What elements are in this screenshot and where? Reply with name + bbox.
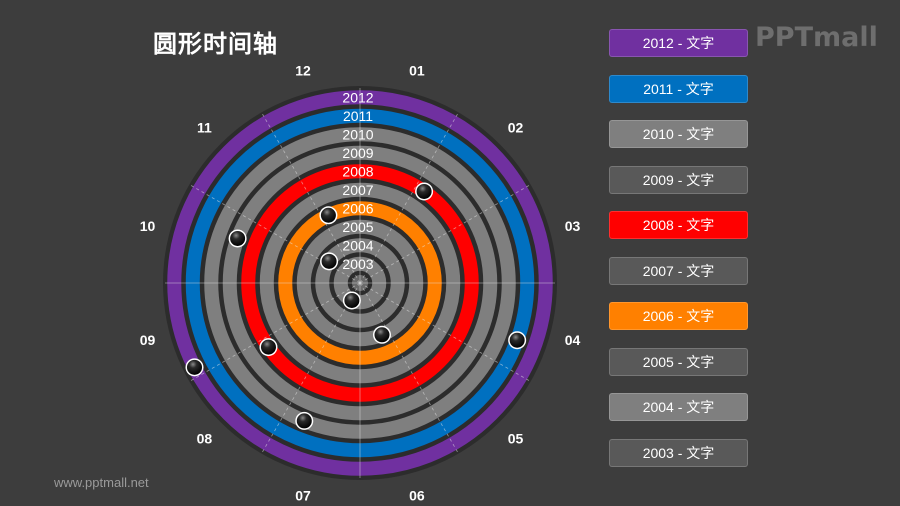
legend-item-2003[interactable]: 2003 - 文字 <box>609 438 748 467</box>
legend-item-2009[interactable]: 2009 - 文字 <box>609 165 748 194</box>
legend-item-2008[interactable]: 2008 - 文字 <box>609 211 748 239</box>
marker-ball <box>296 413 312 429</box>
marker-ball <box>260 339 276 355</box>
timeline-marker-2010[interactable] <box>295 411 314 430</box>
ring-year-label-2010: 2010 <box>342 126 373 142</box>
legend-item-2007[interactable]: 2007 - 文字 <box>609 256 748 285</box>
month-label-01: 01 <box>409 62 425 78</box>
timeline-marker-2005[interactable] <box>372 325 391 344</box>
month-label-11: 11 <box>197 119 212 135</box>
timeline-marker-2006[interactable] <box>319 206 338 225</box>
timeline-marker-2008[interactable] <box>415 182 434 201</box>
ring-year-label-2008: 2008 <box>342 163 373 179</box>
ring-year-label-2006: 2006 <box>342 200 373 216</box>
ring-year-label-2012: 2012 <box>342 89 373 105</box>
legend-item-2012[interactable]: 2012 - 文字 <box>609 29 748 57</box>
ring-year-label-2011: 2011 <box>343 108 373 124</box>
month-label-12: 12 <box>295 62 311 78</box>
legend-item-2011[interactable]: 2011 - 文字 <box>609 74 748 103</box>
month-divider-line <box>262 282 361 453</box>
month-label-08: 08 <box>197 431 213 447</box>
pptmall-logo: PPTmall <box>755 22 878 53</box>
marker-ball <box>344 292 360 308</box>
month-divider-line <box>359 185 530 284</box>
month-divider-line <box>359 113 458 284</box>
ring-year-label-2007: 2007 <box>342 182 373 198</box>
legend-item-2004[interactable]: 2004 - 文字 <box>609 393 748 421</box>
legend-item-2005[interactable]: 2005 - 文字 <box>609 347 748 376</box>
month-label-02: 02 <box>508 119 524 135</box>
marker-ball <box>321 253 337 269</box>
legend-item-2010[interactable]: 2010 - 文字 <box>609 120 748 148</box>
month-label-04: 04 <box>565 332 581 348</box>
page-title: 圆形时间轴 <box>153 30 278 58</box>
year-legend: 2012 - 文字 2011 - 文字 2010 - 文字 2009 - 文字 2008… <box>609 29 748 484</box>
month-label-03: 03 <box>565 218 581 234</box>
timeline-marker-2008[interactable] <box>259 338 278 357</box>
month-divider-line <box>359 282 458 453</box>
ring-year-label-2009: 2009 <box>342 145 373 161</box>
timeline-marker-2012[interactable] <box>185 358 204 377</box>
timeline-marker-2009[interactable] <box>228 229 247 248</box>
timeline-marker-2003[interactable] <box>342 291 361 310</box>
marker-ball <box>230 230 246 246</box>
month-divider-line <box>190 282 361 381</box>
timeline-marker-2011[interactable] <box>508 331 527 350</box>
timeline-marker-2004[interactable] <box>320 252 339 271</box>
marker-ball <box>374 327 390 343</box>
footer-url: www.pptmall.net <box>54 475 149 490</box>
ring-year-label-2003: 2003 <box>342 256 373 272</box>
ring-year-label-2004: 2004 <box>342 237 373 253</box>
marker-ball <box>320 207 336 223</box>
month-label-05: 05 <box>508 431 524 447</box>
legend-item-2006[interactable]: 2006 - 文字 <box>609 302 748 330</box>
month-label-10: 10 <box>140 218 156 234</box>
month-label-07: 07 <box>295 488 311 504</box>
month-label-06: 06 <box>409 488 425 504</box>
month-divider-line <box>262 113 361 284</box>
marker-ball <box>416 183 432 199</box>
marker-ball <box>186 359 202 375</box>
month-label-09: 09 <box>140 332 156 348</box>
month-divider-line <box>359 282 530 381</box>
ring-year-label-2005: 2005 <box>342 219 373 235</box>
marker-ball <box>509 332 525 348</box>
